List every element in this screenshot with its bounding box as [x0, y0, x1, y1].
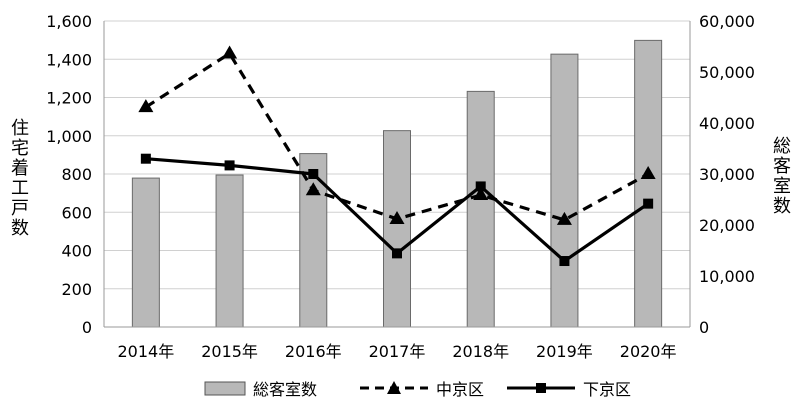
y-right-tick-label: 60,000 — [699, 12, 755, 31]
y-left-tick-label: 600 — [61, 203, 92, 222]
y-right-axis-title: 総客室数 — [773, 136, 791, 217]
legend-triangle-marker — [387, 381, 401, 394]
x-tick-label: 2014年 — [117, 342, 174, 361]
marker-shimogyo — [392, 248, 402, 259]
legend-square-marker — [536, 383, 546, 393]
y-right-tick-label: 50,000 — [699, 63, 755, 82]
marker-shimogyo — [643, 198, 654, 209]
x-tick-label: 2017年 — [369, 342, 426, 361]
bar-total-rooms — [299, 153, 328, 328]
legend-label-shimogyo: 下京区 — [583, 380, 631, 399]
y-left-tick-label: 400 — [61, 242, 92, 261]
y-left-tick-label: 0 — [82, 318, 92, 337]
axes — [103, 21, 691, 328]
y-right-tick-label: 30,000 — [699, 165, 755, 184]
y-left-tick-label: 1,600 — [46, 12, 92, 31]
legend-label-nakagyo: 中京区 — [436, 380, 484, 399]
legend-swatch-bar — [204, 381, 246, 396]
marker-nakagyo — [640, 166, 656, 179]
marker-shimogyo — [559, 256, 570, 267]
bar-series — [131, 39, 663, 328]
marker-shimogyo — [140, 153, 151, 164]
bar-total-rooms — [550, 53, 579, 328]
y-right-tick-label: 0 — [699, 318, 709, 337]
y-left-tick-label: 1,200 — [46, 89, 92, 108]
marker-nakagyo — [222, 45, 238, 59]
y-right-tick-label: 20,000 — [699, 216, 755, 235]
marker-nakagyo — [389, 210, 405, 224]
bar-total-rooms — [215, 174, 244, 328]
y-left-axis-title: 住宅着工戸数 — [11, 118, 29, 239]
x-tick-label: 2016年 — [285, 342, 342, 361]
y-left-tick-label: 1,000 — [46, 127, 92, 146]
y-left-tick-label: 200 — [61, 280, 92, 299]
y-left-tick-label: 1,400 — [46, 50, 92, 69]
bar-total-rooms — [466, 90, 495, 328]
marker-nakagyo — [556, 211, 572, 225]
legend-label-total-rooms: 総客室数 — [253, 380, 317, 399]
bar-total-rooms — [131, 177, 160, 328]
x-tick-label: 2018年 — [452, 342, 509, 361]
line-markers — [138, 45, 656, 267]
marker-shimogyo — [308, 169, 319, 179]
marker-shimogyo — [224, 160, 235, 171]
y-right-tick-label: 40,000 — [699, 114, 755, 133]
y-right-tick-label: 10,000 — [699, 267, 755, 286]
legend: 総客室数 中京区 下京区 — [204, 380, 631, 399]
marker-nakagyo — [138, 99, 154, 113]
tick-labels: 0 200 400 600 800 1,000 1,200 1,400 1,600 0 10,000… — [46, 12, 755, 361]
x-tick-label: 2015年 — [201, 342, 258, 361]
y-left-tick-label: 800 — [61, 165, 92, 184]
x-tick-label: 2020年 — [620, 342, 677, 361]
x-tick-label: 2019年 — [536, 342, 593, 361]
marker-shimogyo — [475, 181, 486, 192]
bar-total-rooms — [383, 130, 411, 328]
marker-nakagyo — [305, 182, 321, 196]
bar-total-rooms — [634, 39, 663, 328]
marker-nakagyo — [473, 187, 489, 201]
